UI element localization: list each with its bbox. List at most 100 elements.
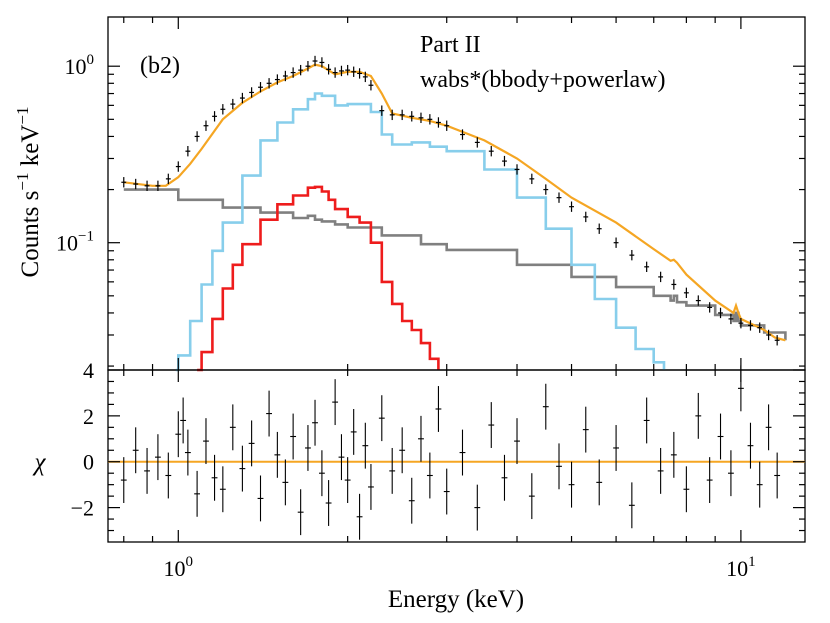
residual-point: [239, 445, 246, 492]
residual-point: [362, 422, 369, 469]
residual-point: [747, 422, 754, 469]
data-point: [658, 271, 664, 283]
residual-point: [613, 425, 619, 471]
residual-point: [350, 408, 357, 455]
data-point: [613, 237, 619, 248]
x-tick-label: 100: [164, 554, 194, 581]
data-point: [644, 261, 650, 273]
data-point: [728, 313, 734, 325]
residual-point: [501, 454, 508, 501]
data-point: [203, 120, 209, 131]
data-point: [345, 64, 351, 76]
residual-point: [706, 457, 713, 504]
residual-point: [728, 450, 734, 497]
data-point: [249, 87, 255, 98]
residual-point: [155, 434, 161, 481]
data-point: [707, 302, 713, 313]
data-point: [488, 145, 494, 157]
residual-point: [332, 379, 339, 426]
residual-point: [297, 489, 304, 536]
data-point: [194, 131, 200, 142]
y-tick-label: −2: [71, 496, 94, 521]
residual-point: [683, 466, 690, 513]
ylabel-exp2: −1: [13, 107, 32, 125]
data-point: [266, 78, 272, 89]
residual-point: [399, 427, 406, 474]
residual-point: [356, 493, 363, 540]
residual-point: [528, 473, 535, 520]
data-point: [357, 68, 363, 79]
residual-point: [488, 402, 495, 448]
data-point: [175, 161, 181, 172]
data-point: [121, 177, 127, 188]
residual-point: [389, 447, 396, 494]
residual-point: [229, 404, 236, 451]
data-point: [332, 67, 338, 78]
residual-point: [435, 386, 442, 432]
data-point: [409, 111, 415, 122]
residual-point: [203, 418, 209, 465]
top-axis-ticks: 100 10−1: [56, 17, 805, 370]
residual-point: [765, 404, 772, 451]
residual-point: [120, 457, 127, 504]
data-point: [282, 70, 288, 82]
residual-point: [175, 411, 182, 458]
tick-base: 10: [56, 231, 78, 256]
y-tick-label: 10−1: [56, 229, 94, 256]
residual-point: [184, 429, 191, 476]
annotation-line-1: Part II: [420, 32, 481, 58]
data-point: [290, 67, 296, 78]
residual-point: [290, 413, 297, 460]
residual-point: [556, 443, 562, 490]
bbody_a-curve: [175, 92, 666, 372]
y-tick-label: 0: [83, 450, 94, 475]
data-point: [133, 178, 139, 190]
data-point: [319, 57, 325, 68]
y-tick-label: 100: [65, 52, 95, 79]
x-axis-title: Energy (keV): [388, 586, 524, 613]
data-point: [629, 249, 635, 261]
data-point: [774, 335, 780, 346]
residual-point: [670, 431, 677, 478]
bbody_b-curve: [197, 185, 440, 372]
residual-point: [418, 415, 424, 462]
residual-point: [282, 459, 289, 506]
y-tick-label: 2: [83, 404, 94, 429]
tick-base: 10: [164, 556, 186, 581]
residual-point: [717, 413, 724, 460]
residual-point: [756, 461, 763, 508]
residual-point: [211, 454, 218, 501]
residual-point: [219, 466, 226, 513]
residual-point: [248, 420, 255, 467]
residual-point: [514, 418, 520, 465]
residual-point: [318, 450, 325, 497]
ylabel-mid: keV: [17, 125, 44, 173]
residual-point: [474, 484, 481, 531]
tick-exponent: −1: [78, 229, 94, 245]
x-tick-label: 101: [726, 554, 756, 581]
ylabel-exp1: −1: [13, 173, 32, 191]
residual-point: [657, 447, 664, 494]
tick-exponent: 0: [186, 554, 194, 570]
data-point: [514, 164, 520, 175]
residual-point: [274, 431, 281, 478]
data-point: [368, 80, 374, 91]
residual-point: [257, 475, 264, 522]
data-point: [239, 92, 245, 104]
ylabel-main: Counts s: [17, 191, 44, 278]
data-point: [399, 109, 405, 121]
data-point: [379, 105, 385, 116]
residual-point: [132, 427, 139, 474]
residual-point: [628, 482, 635, 529]
y-tick-label: 4: [83, 358, 94, 383]
residual-point: [144, 447, 150, 494]
data-point: [583, 211, 589, 223]
bottom-y-axis-title: χ: [33, 449, 47, 476]
data-point: [418, 112, 424, 124]
data-point: [757, 322, 763, 333]
data-point: [529, 173, 535, 185]
data-point: [326, 64, 332, 75]
